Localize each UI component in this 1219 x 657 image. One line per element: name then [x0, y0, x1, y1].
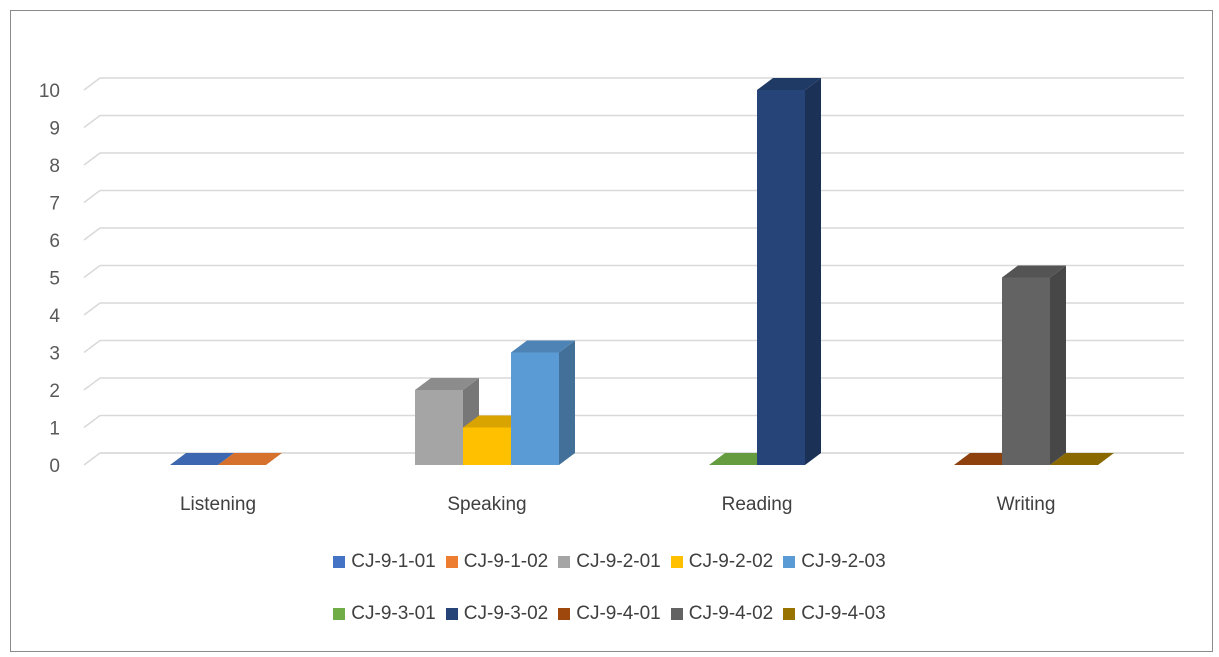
y-tick-label: 1 — [49, 419, 60, 440]
bar-CJ-9-3-02 — [757, 78, 821, 465]
bars — [170, 78, 1114, 465]
bar-CJ-9-1-01 — [170, 453, 234, 465]
y-tick-label: 6 — [49, 231, 60, 252]
y-tick-label: 5 — [49, 269, 60, 290]
bar-CJ-9-4-03 — [1050, 453, 1114, 465]
gridline-depth — [83, 152, 101, 166]
bar-CJ-9-4-02 — [1002, 265, 1066, 465]
gridline-depth — [83, 377, 101, 391]
gridline-depth — [83, 452, 101, 466]
y-tick-label: 7 — [49, 194, 60, 215]
bar-CJ-9-2-03 — [511, 340, 575, 465]
x-tick-label: Speaking — [447, 494, 526, 515]
y-tick-label: 4 — [49, 306, 60, 327]
y-axis: 0 1 2 3 4 5 6 7 8 9 10 — [39, 81, 61, 477]
x-tick-label: Reading — [722, 494, 793, 515]
y-tick-label: 8 — [49, 156, 60, 177]
x-axis: Listening Speaking Reading Writing — [180, 494, 1055, 515]
y-tick-label: 9 — [49, 119, 60, 140]
y-tick-label: 2 — [49, 381, 60, 402]
gridline-depth — [83, 339, 101, 354]
x-tick-label: Listening — [180, 494, 256, 515]
gridline-depth — [83, 227, 101, 241]
y-tick-label: 0 — [49, 456, 60, 477]
x-tick-label: Writing — [997, 494, 1056, 515]
gridline-depth — [83, 414, 101, 429]
gridline-depth — [83, 77, 101, 91]
gridline-depth — [83, 189, 101, 204]
bar-CJ-9-1-02 — [218, 453, 282, 465]
y-tick-label: 3 — [49, 344, 60, 365]
gridline-depth — [83, 302, 101, 316]
gridline-depth — [83, 264, 101, 279]
y-tick-label: 10 — [39, 81, 60, 102]
gridline-depth — [83, 114, 101, 129]
